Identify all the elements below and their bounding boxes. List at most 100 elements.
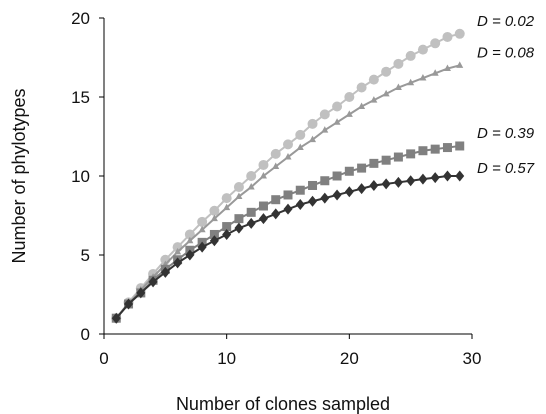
data-point xyxy=(344,186,354,198)
data-point xyxy=(345,110,353,117)
data-point xyxy=(246,207,256,217)
data-point xyxy=(184,229,195,240)
series-label: D = 0.08 xyxy=(477,44,535,61)
data-point xyxy=(246,217,256,229)
data-point xyxy=(174,247,182,255)
data-point xyxy=(308,195,318,207)
data-point xyxy=(186,236,194,244)
data-point xyxy=(111,312,121,324)
data-point xyxy=(136,287,146,299)
data-point xyxy=(358,102,366,109)
data-point xyxy=(332,101,343,112)
data-point xyxy=(319,109,330,120)
data-point xyxy=(234,214,244,224)
data-point xyxy=(430,144,440,154)
series-group xyxy=(111,28,465,324)
data-point xyxy=(370,96,378,103)
series-square xyxy=(111,141,465,323)
data-point xyxy=(124,298,134,310)
data-point xyxy=(309,135,317,143)
data-point xyxy=(235,192,243,200)
data-point xyxy=(259,172,267,179)
data-point xyxy=(197,216,208,227)
data-point xyxy=(393,176,403,188)
data-point xyxy=(270,148,281,159)
data-point xyxy=(198,225,206,233)
data-point xyxy=(271,208,281,220)
y-tick-label: 10 xyxy=(71,167,90,186)
data-point xyxy=(185,249,195,261)
series-label: D = 0.39 xyxy=(477,125,535,142)
data-point xyxy=(430,172,440,184)
data-point xyxy=(223,203,231,211)
y-tick-label: 0 xyxy=(81,325,90,344)
y-tick-label: 20 xyxy=(71,9,90,28)
series-diamond xyxy=(111,170,465,324)
data-point xyxy=(258,213,268,225)
data-point xyxy=(332,171,342,181)
series-line xyxy=(115,32,460,319)
data-point xyxy=(381,155,391,165)
data-point xyxy=(258,159,269,170)
data-point xyxy=(431,69,439,76)
data-point xyxy=(295,198,305,210)
data-point xyxy=(356,82,367,93)
data-point xyxy=(247,183,255,190)
data-point xyxy=(381,178,391,190)
data-point xyxy=(308,180,318,190)
x-axis-label: Number of clones sampled xyxy=(176,394,390,414)
data-point xyxy=(271,195,281,205)
data-point xyxy=(210,214,218,222)
data-point xyxy=(233,182,244,193)
data-point xyxy=(405,50,416,61)
data-point xyxy=(455,170,465,182)
data-point xyxy=(222,222,232,232)
x-tick-label: 20 xyxy=(340,349,359,368)
data-point xyxy=(369,179,379,191)
data-point xyxy=(321,126,329,133)
data-point xyxy=(418,146,428,156)
x-axis-ticks: 0 10 20 30 xyxy=(99,334,481,368)
data-point xyxy=(382,89,390,97)
data-point xyxy=(173,257,183,269)
data-point xyxy=(454,28,465,39)
x-tick-label: 10 xyxy=(217,349,236,368)
data-point xyxy=(443,64,451,72)
data-point xyxy=(368,74,379,85)
data-point xyxy=(332,189,342,201)
series-label: D = 0.02 xyxy=(477,13,535,30)
data-point xyxy=(442,143,452,153)
data-point xyxy=(456,61,464,68)
data-point xyxy=(320,176,330,186)
series-line xyxy=(115,144,460,319)
data-point xyxy=(455,141,465,151)
y-tick-label: 15 xyxy=(71,88,90,107)
y-axis-label: Number of phylotypes xyxy=(9,88,29,263)
data-point xyxy=(381,66,392,77)
data-point xyxy=(283,190,293,200)
data-point xyxy=(442,170,452,182)
data-point xyxy=(258,201,268,211)
data-point xyxy=(419,74,427,81)
data-point xyxy=(394,83,402,91)
x-tick-label: 0 xyxy=(99,349,108,368)
data-point xyxy=(320,192,330,204)
data-point xyxy=(333,118,341,125)
data-point xyxy=(222,228,232,240)
data-point xyxy=(148,276,158,288)
data-point xyxy=(283,139,293,150)
data-point xyxy=(442,31,453,42)
data-point xyxy=(406,175,416,187)
data-point xyxy=(272,162,280,170)
data-point xyxy=(418,173,428,185)
data-point xyxy=(160,266,170,278)
data-point xyxy=(209,205,220,216)
data-point xyxy=(246,171,257,181)
data-point xyxy=(221,193,232,204)
data-point xyxy=(393,152,403,162)
data-point xyxy=(296,143,304,151)
data-point xyxy=(209,235,219,247)
data-point xyxy=(197,241,207,253)
data-point xyxy=(209,229,219,239)
